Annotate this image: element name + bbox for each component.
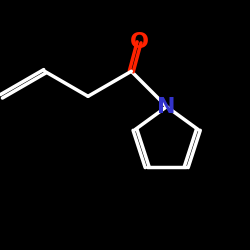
Text: N: N — [158, 97, 176, 117]
Text: O: O — [130, 32, 148, 52]
